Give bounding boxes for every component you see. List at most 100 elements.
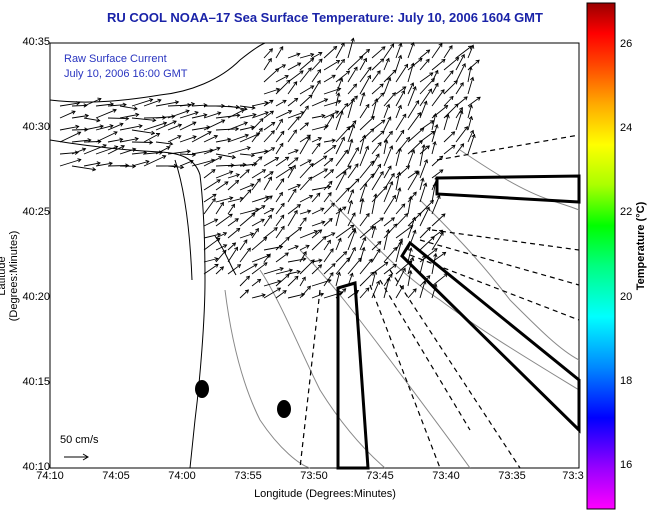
current-vector (227, 204, 235, 215)
current-vector (383, 273, 393, 287)
current-vector-head (122, 102, 127, 107)
current-vector-head (375, 153, 380, 158)
y-axis-label: Latitude (Degrees:Minutes) (0, 230, 20, 322)
current-vector (203, 169, 216, 179)
current-vector (59, 102, 80, 107)
current-vector-head (268, 195, 273, 200)
current-vector (299, 105, 309, 119)
current-vector-head (333, 45, 338, 51)
current-vector (215, 232, 227, 239)
current-vector (359, 247, 365, 263)
current-vector (431, 231, 444, 251)
current-vector-head (120, 145, 125, 150)
current-vector-head (229, 170, 234, 175)
current-vector-head (421, 144, 426, 149)
current-vector-head (234, 218, 239, 223)
current-vector-head (213, 134, 219, 139)
current-vector (287, 227, 302, 239)
current-vector (287, 245, 299, 251)
current-vector (263, 48, 273, 59)
current-vector-head (317, 68, 321, 74)
x-tick-label: 73:45 (366, 470, 394, 482)
current-vector-head (376, 248, 381, 253)
current-vector (443, 80, 458, 95)
current-vector (371, 226, 376, 239)
current-vector-head (329, 271, 334, 277)
current-vector (251, 279, 261, 287)
current-vector (251, 237, 267, 251)
current-vector-head (433, 252, 438, 258)
current-vector-head (234, 246, 238, 251)
current-vector-head (269, 171, 274, 176)
current-vector (287, 258, 306, 263)
current-vector (119, 125, 143, 131)
current-vector (71, 165, 96, 171)
current-vector-head (327, 239, 331, 244)
current-vector (335, 257, 351, 275)
current-vector (443, 96, 454, 107)
current-vector (335, 208, 341, 227)
current-vector (431, 83, 439, 95)
current-vector-head (282, 290, 287, 294)
current-vector (215, 213, 233, 227)
current-vector-head (432, 112, 438, 118)
current-vector (251, 254, 271, 263)
current-vector (119, 113, 139, 119)
current-vector (431, 169, 444, 179)
current-vector-head (379, 217, 384, 222)
current-vector (311, 80, 321, 95)
current-vector-head (377, 163, 382, 168)
current-vector (287, 53, 300, 59)
current-vector-head (359, 55, 364, 60)
current-vector-head (365, 103, 370, 109)
current-vector-head (297, 226, 303, 231)
current-vector (191, 114, 207, 119)
current-vector (383, 165, 392, 179)
current-vector-head (307, 67, 312, 72)
current-vector (155, 146, 171, 155)
current-vector (323, 181, 333, 191)
current-vector (323, 110, 339, 119)
current-vector (419, 200, 434, 215)
current-vector-head (405, 165, 411, 170)
current-vector-head (412, 85, 417, 91)
current-vector (335, 93, 340, 107)
current-vector-head (329, 157, 334, 162)
survey-track (431, 229, 580, 251)
current-vector (107, 104, 127, 107)
current-vector (299, 58, 314, 71)
current-vector (347, 178, 360, 191)
current-vector (287, 81, 298, 95)
current-vector (383, 140, 388, 155)
current-vector (107, 138, 123, 143)
current-vector-head (264, 100, 269, 106)
current-vector (227, 147, 251, 155)
current-vector (275, 143, 284, 155)
current-vector (323, 291, 343, 299)
current-vector (395, 187, 401, 203)
current-vector-head (173, 163, 178, 169)
current-vector (371, 58, 385, 71)
current-vector (311, 155, 327, 167)
current-vector (455, 107, 463, 119)
current-vector-head (174, 100, 180, 105)
current-vector (287, 188, 297, 203)
current-vector (359, 66, 372, 83)
current-vector-head (243, 121, 249, 126)
current-vector-head (367, 74, 371, 80)
current-vector (131, 117, 156, 121)
current-vector-head (269, 110, 274, 115)
current-vector (323, 248, 334, 263)
current-vector-head (231, 154, 237, 160)
current-vector-head (384, 261, 389, 266)
current-vector (251, 118, 264, 131)
current-vector-head (434, 69, 439, 75)
current-vector-head (425, 206, 430, 211)
current-vector-head (408, 269, 413, 275)
current-vector (431, 59, 446, 71)
current-vector-head (134, 136, 139, 142)
current-vector-head (460, 143, 465, 148)
current-vector-head (234, 179, 240, 184)
current-vector-head (135, 112, 140, 118)
current-vector (311, 143, 321, 155)
